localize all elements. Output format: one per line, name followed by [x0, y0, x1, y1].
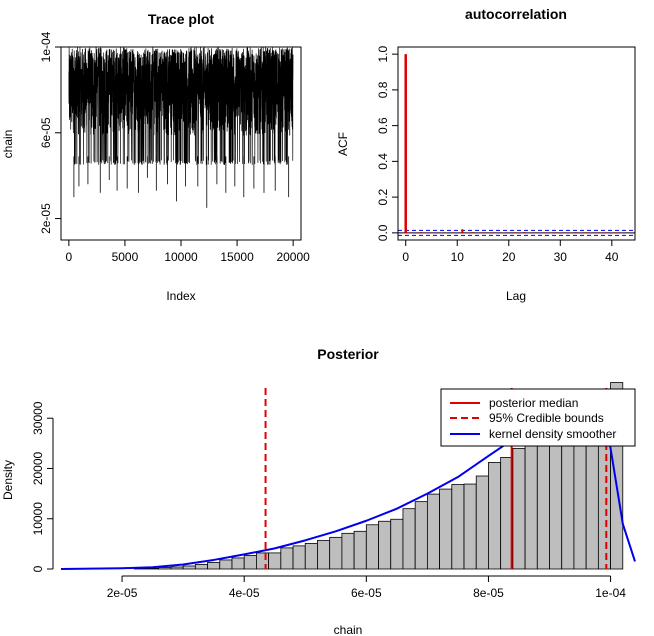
acf-y-tick-label: 0.8 [376, 81, 390, 98]
trace-x-tick-label: 5000 [112, 250, 139, 264]
acf-x-tick-label: 20 [502, 250, 516, 264]
histogram-bar [170, 566, 184, 570]
histogram-bar [280, 547, 294, 570]
acf-y-tick-label: 0.6 [376, 117, 390, 134]
histogram-bar [536, 425, 550, 570]
histogram-bar [378, 520, 392, 570]
histogram-bar [475, 475, 489, 570]
acf-x-tick-label: 40 [605, 250, 619, 264]
histogram-bar [219, 559, 233, 570]
posterior-x-tick-label: 8e-05 [473, 586, 504, 600]
acf-y-axis-label: ACF [336, 132, 350, 156]
legend-entry-kde: kernel density smoother [489, 427, 616, 441]
histogram-bar [194, 564, 208, 570]
posterior-y-axis: 0 10000 20000 30000 [31, 401, 54, 572]
histogram-bar [231, 557, 245, 570]
trace-x-axis-label: Index [166, 289, 195, 303]
histogram-bar [439, 488, 453, 570]
acf-panel: autocorrelation 0 10 20 30 40 0.00.20.40.60.… [336, 6, 636, 303]
acf-y-axis: 0.0 0.2 0.4 0.6 0.8 1.0 [376, 45, 399, 241]
trace-y-tick-label: 1e-04 [39, 31, 53, 62]
histogram-bar [365, 524, 379, 570]
posterior-x-tick-label: 4e-05 [229, 586, 260, 600]
histogram-bar [524, 435, 538, 570]
acf-y-tick-label: 1.0 [376, 45, 390, 62]
trace-x-tick-label: 10000 [164, 250, 198, 264]
histogram-bar [402, 508, 416, 570]
trace-plot-panel: Trace plot 0 5000 10000 15000 20000 2e-05 6e-… [1, 11, 310, 303]
posterior-panel: Posterior 2e-05 4e-05 6e-05 8e-05 1e-04 0 100… [1, 346, 636, 636]
histogram-bar [512, 447, 526, 570]
posterior-y-tick-label: 10000 [31, 502, 45, 536]
trace-y-tick-label: 2e-05 [39, 203, 53, 234]
histogram-bar [426, 493, 440, 570]
legend-entry-median: posterior median [489, 396, 578, 410]
posterior-y-tick-label: 20000 [31, 451, 45, 485]
histogram-bar [158, 567, 172, 570]
histogram-bar [292, 545, 306, 570]
trace-plot-area [68, 47, 294, 208]
histogram-bar [463, 483, 477, 570]
acf-x-tick-label: 10 [451, 250, 465, 264]
trace-plot-title: Trace plot [148, 11, 214, 27]
histogram-bar [268, 552, 282, 570]
histogram-bar [451, 484, 465, 570]
acf-frame [397, 46, 636, 241]
histogram-bar [390, 518, 404, 570]
acf-y-tick-label: 0.0 [376, 224, 390, 241]
legend-entry-credible: 95% Credible bounds [489, 411, 604, 425]
histogram-bar [341, 532, 355, 570]
posterior-x-tick-label: 6e-05 [351, 586, 382, 600]
posterior-y-axis-label: Density [1, 460, 15, 500]
histogram-bar [488, 462, 502, 570]
histogram-bar [256, 552, 270, 570]
posterior-legend: posterior median 95% Credible bounds ker… [440, 388, 636, 447]
acf-y-tick-label: 0.4 [376, 153, 390, 170]
histogram-bar [317, 539, 331, 570]
trace-y-axis: 2e-05 6e-05 1e-04 [39, 31, 62, 234]
acf-plot-area [398, 54, 635, 236]
trace-x-tick-label: 0 [66, 250, 73, 264]
histogram-bar [182, 565, 196, 570]
posterior-x-axis-label: chain [334, 623, 363, 636]
histogram-bar [207, 562, 221, 570]
trace-x-tick-label: 15000 [220, 250, 254, 264]
posterior-x-tick-label: 1e-04 [595, 586, 626, 600]
histogram-bar [329, 536, 343, 570]
acf-x-axis: 0 10 20 30 40 [402, 239, 619, 264]
acf-x-axis-label: Lag [506, 289, 526, 303]
histogram-bar [304, 542, 318, 570]
posterior-y-tick-label: 0 [31, 565, 45, 572]
histogram-bar [243, 555, 257, 570]
acf-y-tick-label: 0.2 [376, 188, 390, 205]
trace-x-axis: 0 5000 10000 15000 20000 [66, 239, 310, 264]
posterior-title: Posterior [317, 346, 379, 362]
trace-line [68, 47, 294, 165]
trace-y-axis-label: chain [1, 130, 15, 159]
posterior-plot-area [60, 382, 636, 570]
acf-title: autocorrelation [465, 6, 567, 22]
trace-x-tick-label: 20000 [276, 250, 310, 264]
histogram-bar [414, 501, 428, 570]
acf-x-tick-label: 30 [554, 250, 568, 264]
posterior-x-axis: 2e-05 4e-05 6e-05 8e-05 1e-04 [107, 575, 626, 600]
histogram-bar [353, 530, 367, 570]
posterior-y-tick-label: 30000 [31, 401, 45, 435]
posterior-x-tick-label: 2e-05 [107, 586, 138, 600]
trace-y-tick-label: 6e-05 [39, 117, 53, 148]
acf-x-tick-label: 0 [402, 250, 409, 264]
